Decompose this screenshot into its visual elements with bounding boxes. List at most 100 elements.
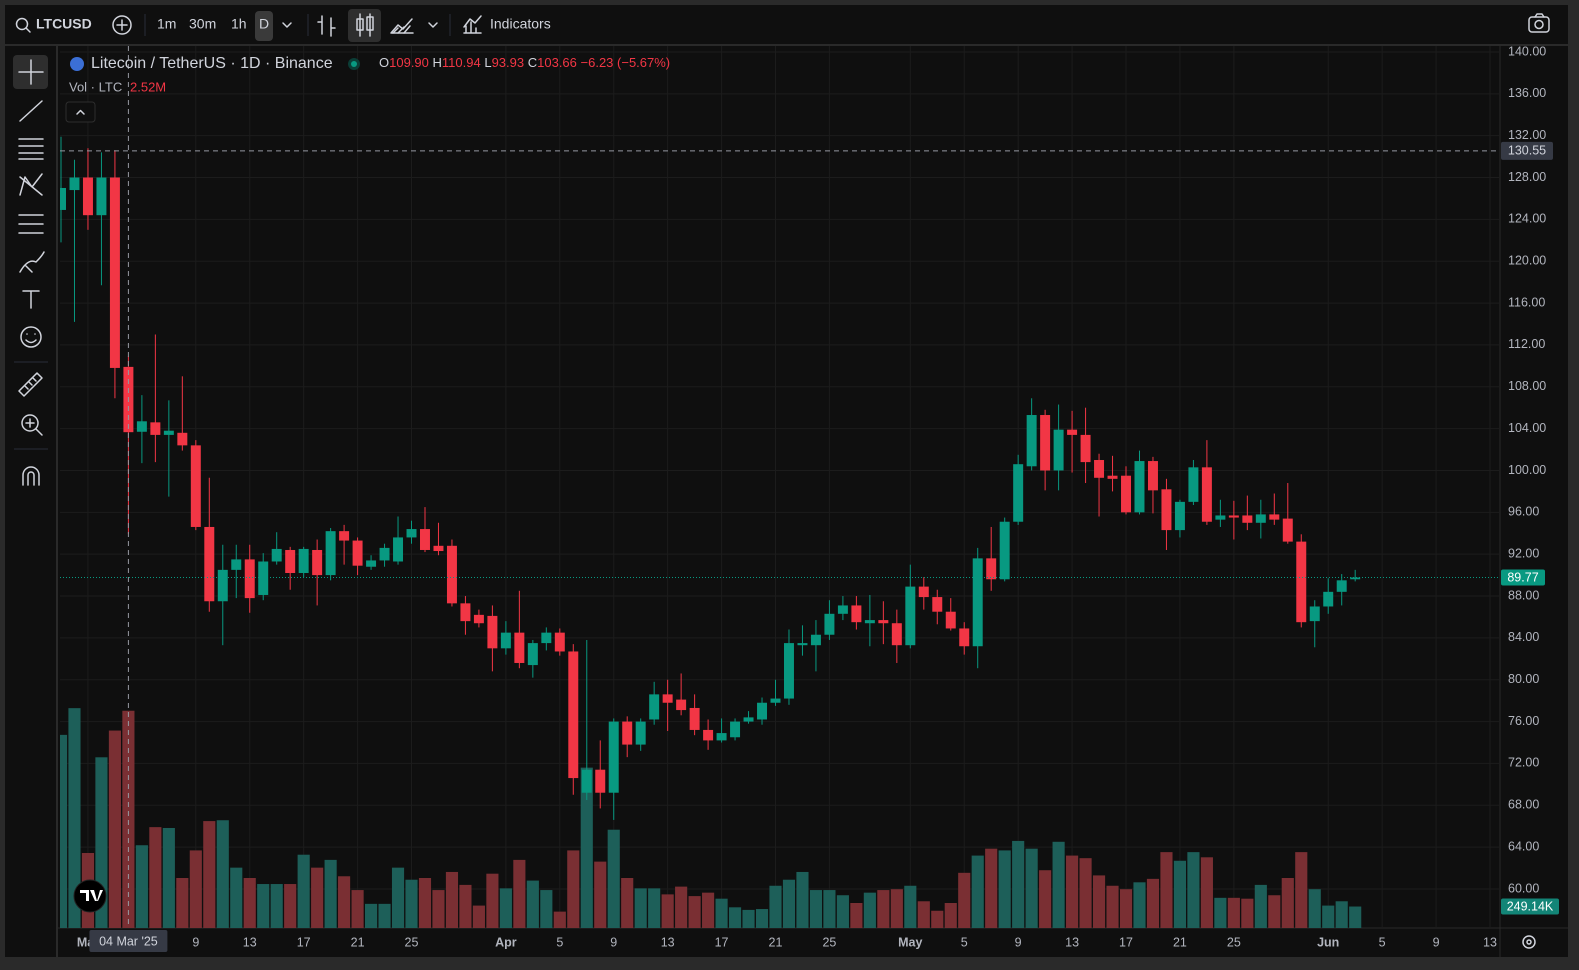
volume-value: 2.52M [130,79,166,94]
axis-settings[interactable] [1522,935,1536,949]
style-dropdown[interactable] [428,22,438,28]
volume-bar [1308,889,1321,928]
candle [730,718,741,741]
collapse-icon[interactable] [76,109,85,115]
candle-body [1215,515,1226,520]
candle-body [204,526,215,602]
series-legend: Litecoin / TetherUS · 1D · Binance O109.… [65,55,670,123]
y-tick-label: 124.00 [1508,212,1546,226]
candle-body [1323,591,1334,607]
candle [163,400,174,497]
collapse-legend[interactable] [65,101,96,123]
candle-body [1201,467,1212,522]
volume-bar [311,867,324,928]
candle [662,679,673,731]
candle-body [662,694,673,703]
candle [1094,453,1105,517]
x-tick-label: 17 [297,935,311,949]
bar-style-button[interactable] [317,15,336,37]
candle-body [703,729,714,741]
candle [393,516,404,565]
compare-button[interactable] [112,15,132,35]
volume-bar [944,902,957,928]
text-tool[interactable] [22,290,40,309]
candle-body [1174,501,1185,531]
candle-body [689,707,700,730]
candle-style-button[interactable] [356,13,374,37]
x-tick-label: 25 [822,935,836,949]
x-tick-label: 5 [556,935,563,949]
volume-bar [1052,841,1065,928]
indicators-label[interactable]: Indicators [490,16,551,32]
candle [1350,569,1361,582]
candle [231,544,242,599]
candle-body [473,614,484,624]
candle [608,718,619,820]
symbol[interactable]: LTCUSD [36,16,92,32]
candle [1188,460,1199,505]
volume-bar [580,767,593,928]
candle [837,596,848,621]
magnet-tool[interactable] [22,466,40,486]
candle-body [864,620,875,624]
candle-body [1255,514,1266,523]
volume-bar [216,820,229,928]
candle-body [352,540,363,566]
interval-dropdown[interactable] [282,22,292,28]
ruler-tool[interactable] [18,372,43,397]
window-bg [5,5,1568,957]
forecast-tool[interactable] [18,214,44,234]
volume-bar [230,867,243,928]
volume-bar [890,889,903,928]
interval-button[interactable]: 1h [231,16,247,32]
trendline-tool[interactable] [19,100,43,122]
candle [891,609,902,663]
candle-body [622,721,633,745]
indicators-button[interactable]: Indicators [463,15,551,34]
brush-tool[interactable] [19,251,45,273]
pattern-tool[interactable] [19,173,43,196]
candle-body [635,721,646,745]
interval-button[interactable]: D [259,16,269,32]
symbol-search[interactable]: LTCUSD [15,16,92,33]
candle [703,719,714,750]
volume-bar [661,894,674,928]
candle [177,376,188,451]
candle [190,440,201,531]
snapshot-button[interactable] [1528,13,1550,33]
y-tick-label: 140.00 [1508,44,1546,58]
candle-body [568,651,579,779]
volume-bar [675,886,688,928]
candle [999,517,1010,582]
tv-logo[interactable] [73,879,107,913]
interval-button[interactable]: 30m [189,16,216,32]
candle-body [96,177,107,216]
volume-bar [769,885,782,928]
x-tick-label: 17 [1119,935,1133,949]
volume-bar [351,890,364,928]
volume-bar [1254,884,1267,928]
volume-bar [1268,895,1281,928]
candle [1080,407,1091,484]
candle [878,601,889,645]
candle-body [824,613,835,635]
candle-body [1161,489,1172,531]
plot [60,136,1362,928]
area-style-button[interactable] [390,18,414,34]
zoom-tool[interactable] [21,414,43,436]
candle-body [1228,515,1239,518]
interval-button[interactable]: 1m [157,16,176,32]
y-tick-label: 64.00 [1508,839,1539,853]
volume-bar [648,888,661,928]
candle-body [500,632,511,649]
volume-bar [1025,848,1038,928]
emoji-tool[interactable] [20,326,42,348]
volume-bar [1106,885,1119,928]
last-volume-box [1501,898,1559,915]
volume-bar [917,901,930,928]
candle [60,136,66,243]
high-value: 110.94 [442,55,481,70]
crosshair-tool[interactable] [18,59,44,85]
fib-tool[interactable] [18,138,44,160]
